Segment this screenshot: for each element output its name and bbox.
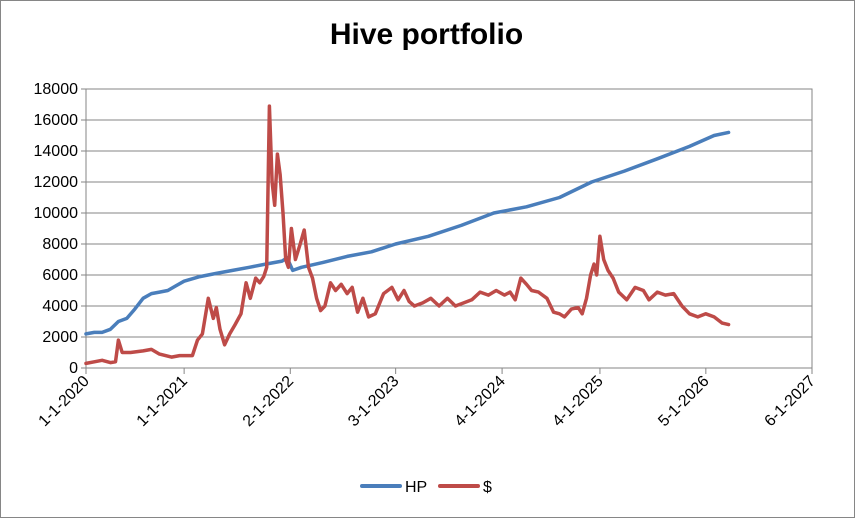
x-tick-label: 3-1-2023 — [345, 373, 402, 430]
y-tick-label: 18000 — [34, 81, 79, 98]
plot-area-border — [85, 88, 813, 369]
x-tick-label: 1-1-2020 — [36, 373, 93, 430]
x-tick-label: 4-1-2024 — [452, 373, 509, 430]
series-layer — [84, 104, 731, 366]
y-tick-label: 8000 — [42, 236, 78, 253]
legend: HP $ — [360, 479, 492, 496]
axes: 0 2000 4000 6000 8000 10000 12000 14000 16000 180… — [34, 81, 819, 430]
legend-label: HP — [405, 479, 427, 496]
x-tick-label: 5-1-2026 — [655, 373, 712, 430]
series-line-hp — [84, 130, 731, 336]
chart-title: Hive portfolio — [329, 18, 524, 51]
y-tick-label: 10000 — [34, 205, 79, 222]
y-tick-label: 14000 — [34, 143, 79, 160]
y-tick-label: 4000 — [42, 298, 78, 315]
y-tick-label: 2000 — [42, 329, 78, 346]
series-line-dollar — [84, 104, 731, 366]
legend-label: $ — [483, 479, 492, 496]
y-tick-label: 0 — [69, 360, 78, 377]
y-tick-label: 12000 — [34, 174, 79, 191]
x-tick-label: 4-1-2025 — [549, 373, 606, 430]
y-tick-label: 16000 — [34, 112, 79, 129]
x-tick-label: 1-1-2021 — [134, 373, 191, 430]
x-tick-label: 6-1-2027 — [762, 373, 819, 430]
y-tick-label: 6000 — [42, 267, 78, 284]
x-tick-label: 2-1-2022 — [240, 373, 297, 430]
